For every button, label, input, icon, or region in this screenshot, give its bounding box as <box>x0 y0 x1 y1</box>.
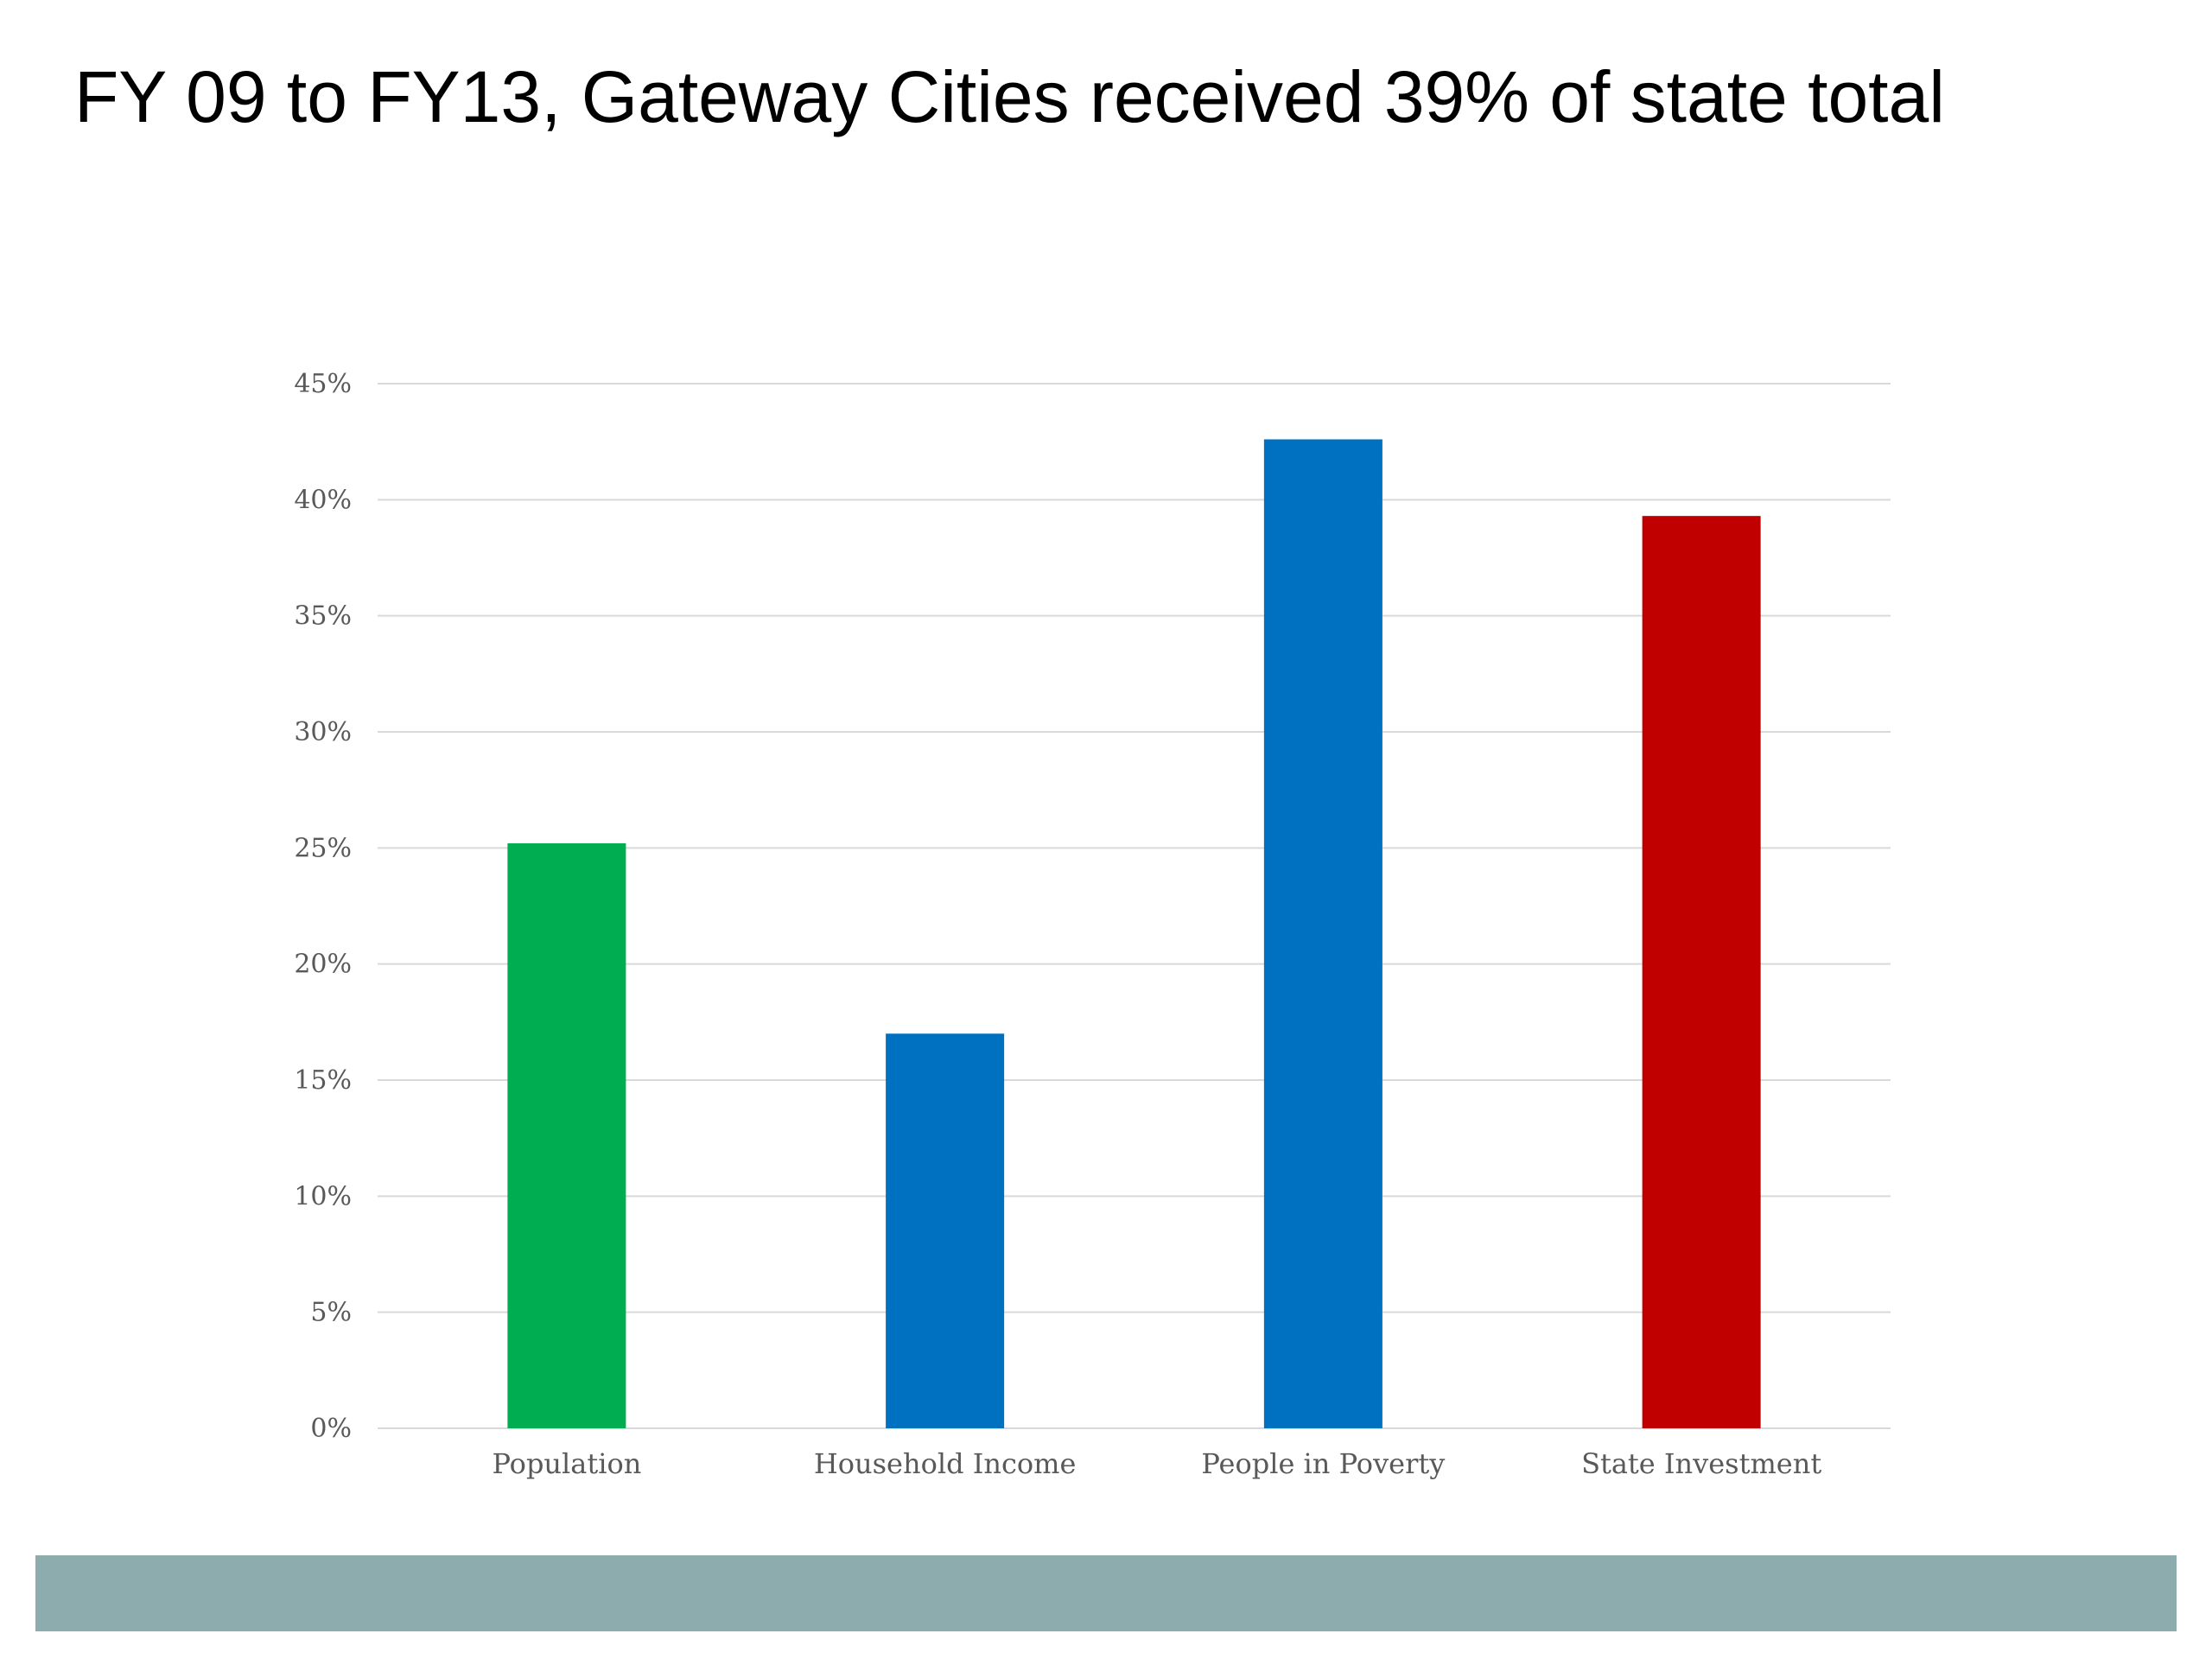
y-tick-label: 40% <box>294 485 352 515</box>
y-tick-label: 20% <box>294 950 352 980</box>
y-tick-label: 0% <box>310 1414 352 1444</box>
x-category-label: Household Income <box>814 1447 1077 1480</box>
bars <box>507 439 1761 1429</box>
bar-population <box>507 842 626 1428</box>
y-tick-label: 25% <box>294 833 352 863</box>
y-tick-label: 15% <box>294 1065 352 1096</box>
gridlines <box>378 383 1891 1429</box>
footer-band <box>35 1555 2177 1631</box>
y-tick-label: 10% <box>294 1181 352 1211</box>
y-axis-tick-labels: 0% 5% 10% 15% 20% 25% 30% 35% 40% 45% <box>294 369 352 1444</box>
bar-household-income <box>886 1033 1005 1428</box>
x-category-label: Population <box>492 1447 641 1480</box>
y-tick-label: 45% <box>294 369 352 399</box>
y-tick-label: 5% <box>310 1298 352 1328</box>
x-category-label: People in Poverty <box>1201 1447 1445 1480</box>
slide-title: FY 09 to FY13, Gateway Cities received 3… <box>74 56 1945 137</box>
bar-state-investment <box>1642 516 1761 1428</box>
y-tick-label: 30% <box>294 717 352 747</box>
y-tick-label: 35% <box>294 601 352 632</box>
x-category-label: State Investment <box>1581 1447 1821 1480</box>
bar-people-in-poverty <box>1263 439 1382 1429</box>
x-axis-category-labels: Population Household Income People in Pove… <box>492 1447 1821 1480</box>
